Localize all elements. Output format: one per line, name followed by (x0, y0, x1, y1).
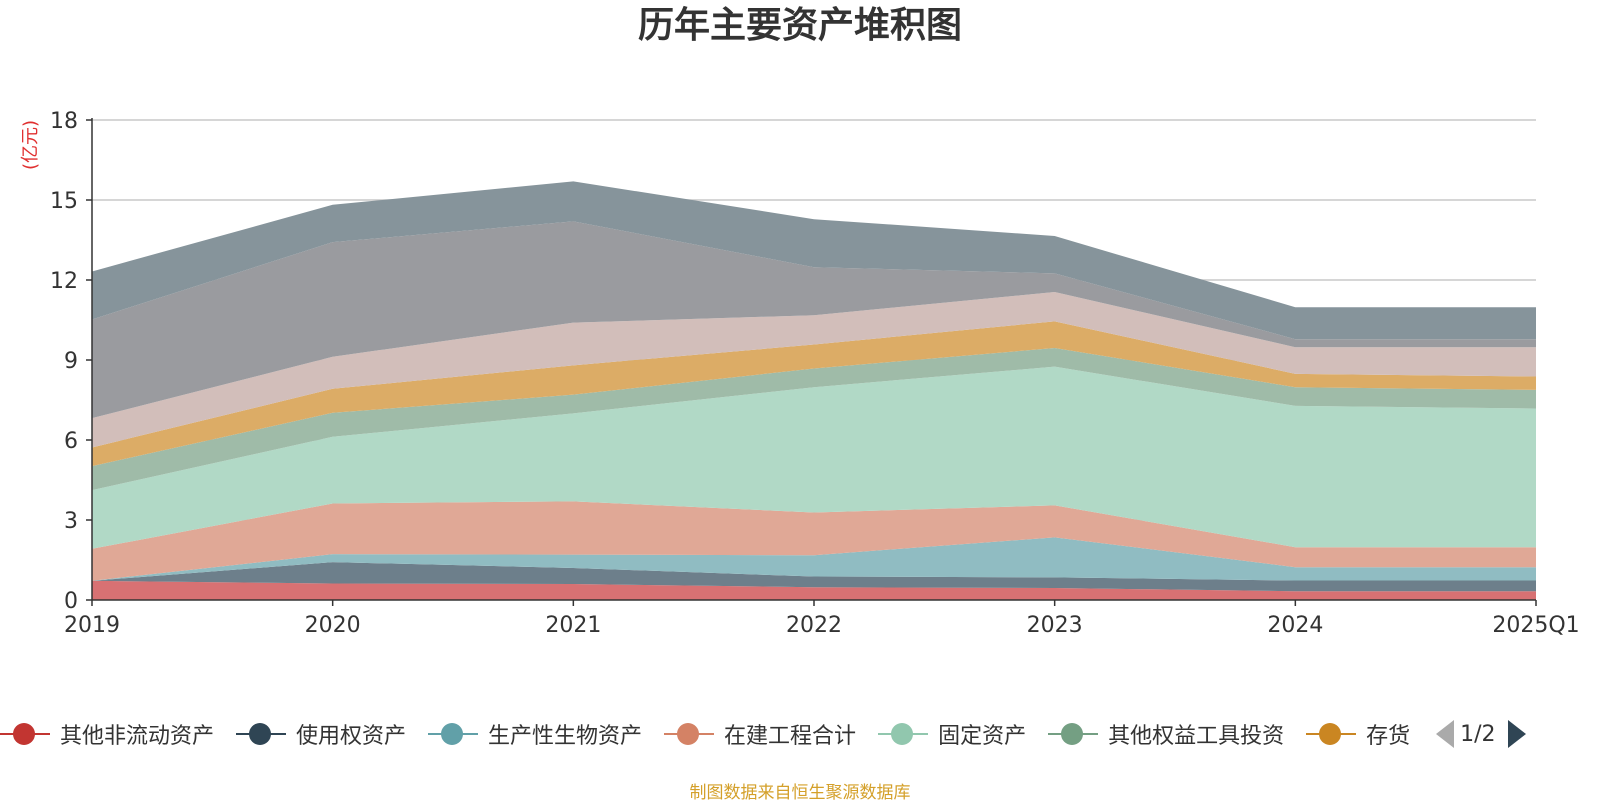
area-series-10 (92, 181, 1536, 340)
y-tick-label: 0 (64, 589, 78, 614)
y-axis-unit-label: (亿元) (20, 120, 41, 170)
legend-label: 存货 (1366, 724, 1411, 749)
legend-marker-icon (428, 722, 479, 746)
y-tick-label: 6 (64, 429, 78, 454)
legend-item[interactable]: 在建工程合计 (664, 718, 856, 750)
pager-text: 1/2 (1460, 721, 1496, 747)
legend-item[interactable]: 其他非流动资产 (0, 718, 214, 750)
x-tick-label: 2023 (1027, 613, 1083, 638)
legend-label: 其他权益工具投资 (1108, 724, 1285, 749)
area-series-5 (92, 366, 1536, 549)
legend-label: 使用权资产 (296, 724, 407, 749)
x-tick-label: 2022 (786, 613, 842, 638)
legend-marker-icon (1048, 722, 1099, 746)
legend: 其他非流动资产 使用权资产 生产性生物资产 在建工程合计 固定资产 其他权益工具投资 存货 1… (0, 716, 1526, 752)
x-tick-label: 2025Q1 (1492, 613, 1579, 638)
legend-marker-icon (0, 722, 50, 746)
axes: 0 3 6 9 12 15 18 2019 2020 2021 2022 2023 2024 2025Q1 (50, 109, 1580, 638)
area-series-8 (92, 292, 1536, 448)
legend-marker-icon (664, 722, 715, 746)
area-series-2 (92, 562, 1536, 592)
x-tick-label: 2020 (305, 613, 361, 638)
area-series (92, 181, 1536, 600)
legend-label: 在建工程合计 (724, 724, 857, 749)
legend-label: 其他非流动资产 (60, 724, 215, 749)
legend-label: 生产性生物资产 (488, 724, 643, 749)
y-tick-label: 3 (64, 509, 78, 534)
pager-prev-icon[interactable] (1436, 720, 1455, 748)
area-series-3 (92, 537, 1536, 581)
area-series-9 (92, 221, 1536, 419)
y-tick-label: 9 (64, 349, 78, 374)
y-tick-label: 18 (50, 109, 78, 134)
source-note: 制图数据来自恒生聚源数据库 (689, 783, 911, 803)
y-tick-label: 12 (50, 269, 78, 294)
area-series-6 (92, 348, 1536, 491)
y-tick-label: 15 (50, 189, 78, 214)
chart-title: 历年主要资产堆积图 (637, 5, 962, 46)
area-series-7 (92, 321, 1536, 467)
legend-item[interactable]: 使用权资产 (236, 718, 406, 750)
legend-pager: 1/2 (1436, 720, 1526, 748)
legend-item[interactable]: 存货 (1306, 718, 1410, 750)
x-tick-label: 2019 (64, 613, 120, 638)
pager-next-icon[interactable] (1507, 720, 1526, 748)
legend-item[interactable]: 其他权益工具投资 (1048, 718, 1284, 750)
legend-item[interactable]: 固定资产 (878, 718, 1026, 750)
area-series-4 (92, 501, 1536, 581)
legend-label: 固定资产 (938, 724, 1027, 749)
legend-item[interactable]: 生产性生物资产 (428, 718, 642, 750)
x-tick-label: 2024 (1267, 613, 1323, 638)
legend-marker-icon (1306, 722, 1357, 746)
area-series-1 (92, 580, 1536, 600)
legend-marker-icon (236, 722, 287, 746)
x-tick-label: 2021 (545, 613, 601, 638)
legend-marker-icon (878, 722, 929, 746)
